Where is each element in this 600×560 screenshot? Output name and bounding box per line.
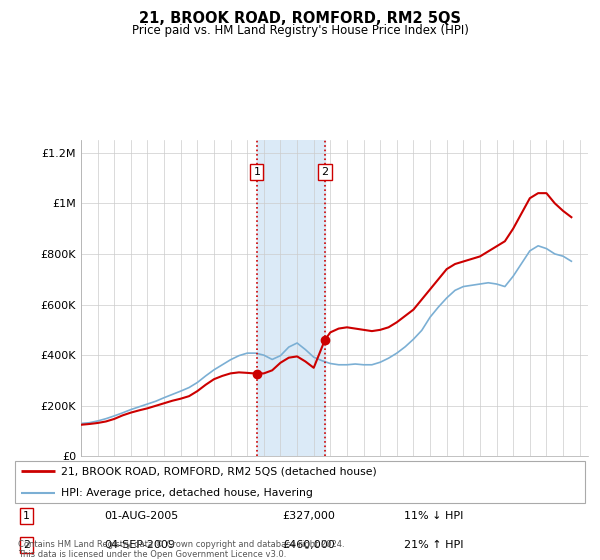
Text: 2: 2: [321, 167, 328, 176]
Text: 01-AUG-2005: 01-AUG-2005: [104, 511, 178, 521]
Text: 11% ↓ HPI: 11% ↓ HPI: [404, 511, 463, 521]
Bar: [257, 140, 325, 456]
Text: £460,000: £460,000: [283, 540, 335, 550]
Text: 21% ↑ HPI: 21% ↑ HPI: [404, 540, 463, 550]
Text: 21, BROOK ROAD, ROMFORD, RM2 5QS: 21, BROOK ROAD, ROMFORD, RM2 5QS: [139, 11, 461, 26]
Text: 2: 2: [23, 540, 30, 550]
FancyBboxPatch shape: [15, 461, 585, 503]
Text: HPI: Average price, detached house, Havering: HPI: Average price, detached house, Have…: [61, 488, 313, 498]
Text: 1: 1: [23, 511, 30, 521]
Text: 1: 1: [253, 167, 260, 176]
Text: £327,000: £327,000: [283, 511, 335, 521]
Text: Contains HM Land Registry data © Crown copyright and database right 2024.
This d: Contains HM Land Registry data © Crown c…: [18, 540, 344, 559]
Text: 04-SEP-2009: 04-SEP-2009: [104, 540, 175, 550]
Text: Price paid vs. HM Land Registry's House Price Index (HPI): Price paid vs. HM Land Registry's House …: [131, 24, 469, 36]
Text: 21, BROOK ROAD, ROMFORD, RM2 5QS (detached house): 21, BROOK ROAD, ROMFORD, RM2 5QS (detach…: [61, 466, 377, 476]
